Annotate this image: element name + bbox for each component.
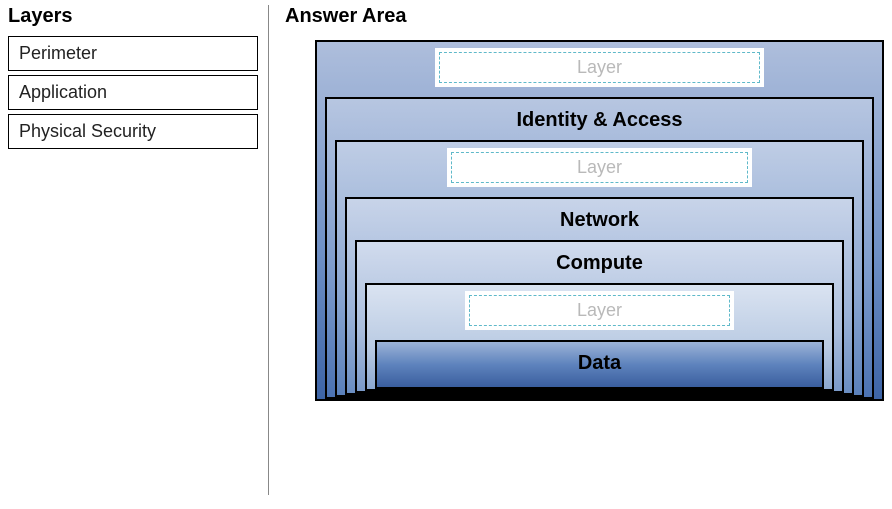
layer-dropzone-1[interactable]: Layer xyxy=(447,148,752,187)
source-heading: Layers xyxy=(8,5,258,28)
layer-label-compute: Compute xyxy=(365,252,834,275)
layer-ring-1: Identity & Access Layer Network Compute … xyxy=(325,97,874,399)
layer-ring-3: Network Compute Layer Data xyxy=(345,197,854,395)
source-item[interactable]: Application xyxy=(8,75,258,110)
vertical-divider xyxy=(268,5,269,495)
layer-ring-2: Layer Network Compute Layer Data xyxy=(335,140,864,397)
layer-ring-0: Layer Identity & Access Layer Network Co… xyxy=(315,40,884,401)
layer-label-network: Network xyxy=(355,209,844,232)
answer-panel: Answer Area Layer Identity & Access Laye… xyxy=(275,5,884,504)
layer-ring-5: Layer Data xyxy=(365,283,834,391)
layer-ring-4: Compute Layer Data xyxy=(355,240,844,393)
answer-heading: Answer Area xyxy=(285,5,884,28)
source-item[interactable]: Perimeter xyxy=(8,36,258,71)
source-panel: Layers Perimeter Application Physical Se… xyxy=(8,5,268,504)
layer-label-data: Data xyxy=(377,352,822,375)
layer-dropzone-0[interactable]: Layer xyxy=(435,48,764,87)
layer-label-identity-access: Identity & Access xyxy=(335,109,864,132)
nested-diagram: Layer Identity & Access Layer Network Co… xyxy=(285,36,884,401)
layer-dropzone-2[interactable]: Layer xyxy=(465,291,734,330)
source-item[interactable]: Physical Security xyxy=(8,114,258,149)
dropzone-placeholder: Layer xyxy=(439,52,760,83)
dropzone-placeholder: Layer xyxy=(451,152,748,183)
layer-ring-6: Data xyxy=(375,340,824,389)
dropzone-placeholder: Layer xyxy=(469,295,730,326)
